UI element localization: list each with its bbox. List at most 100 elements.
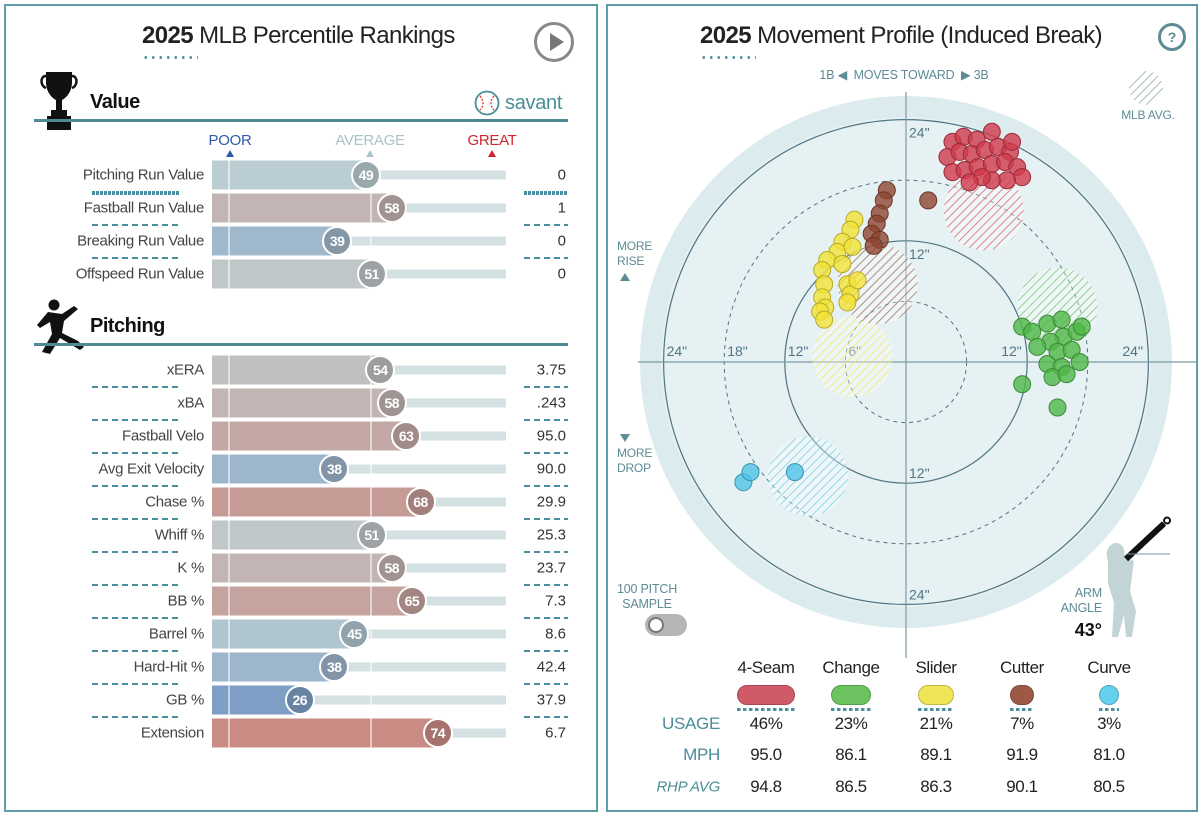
metric-label: K % <box>177 559 204 577</box>
arrow-right-icon: ▶ <box>960 68 971 82</box>
legend-poor-triangle-icon <box>226 150 234 157</box>
metric-value: 95.0 <box>536 427 566 445</box>
percentile-badge: 58 <box>376 388 407 418</box>
grid-line <box>228 421 230 451</box>
pitch-point-change[interactable] <box>1072 317 1091 336</box>
pitch-name: Cutter <box>1000 658 1044 677</box>
pitch-point-slider[interactable] <box>838 293 857 312</box>
play-circle-icon[interactable] <box>534 22 574 62</box>
pitch-mph: 95.0 <box>750 745 782 764</box>
metric-value: 42.4 <box>536 658 566 676</box>
percentile-bar <box>212 259 376 289</box>
more-rise-label: MORE RISE <box>617 239 652 281</box>
usage-row-label: USAGE <box>661 714 720 733</box>
grid-line <box>370 685 372 715</box>
row-divider <box>92 257 180 259</box>
row-divider <box>524 224 568 226</box>
pitching-section-title: Pitching <box>90 315 165 337</box>
grid-line <box>370 226 372 256</box>
percentile-track <box>334 662 506 672</box>
percentile-track <box>437 728 506 738</box>
percentile-bar <box>212 355 385 385</box>
percentile-track <box>380 365 506 375</box>
pitch-usage: 3% <box>1097 714 1121 733</box>
usage-bar <box>831 708 871 711</box>
percentile-bar <box>212 586 416 616</box>
pitch-rhp_avg: 86.5 <box>835 777 867 796</box>
metric-value: .243 <box>536 394 566 412</box>
grid-line <box>228 355 230 385</box>
percentile-bar <box>212 421 411 451</box>
metric-label: Offspeed Run Value <box>75 265 205 283</box>
pitch-point-4-seam[interactable] <box>1013 168 1032 187</box>
pitch-name: Change <box>822 658 880 677</box>
savant-logo[interactable]: savant <box>474 90 562 116</box>
pitch-point-change[interactable] <box>1052 310 1071 329</box>
pitch-point-4-seam[interactable] <box>998 171 1016 190</box>
usage-bar <box>1010 708 1034 711</box>
pitch-usage: 46% <box>749 714 783 733</box>
row-divider <box>524 257 568 259</box>
metric-label: Avg Exit Velocity <box>98 460 204 478</box>
pitch-point-4-seam[interactable] <box>982 122 1001 141</box>
more-drop-label: MORE DROP <box>617 434 652 476</box>
pitch-point-cutter[interactable] <box>919 191 938 210</box>
pitch-name: 4-Seam <box>737 658 795 677</box>
row-divider <box>92 191 180 195</box>
pitch-point-curve[interactable] <box>785 463 804 482</box>
grid-line <box>228 226 230 256</box>
metric-value: 37.9 <box>536 691 566 709</box>
metric-label: Extension <box>140 724 204 742</box>
metric-label: Hard-Hit % <box>133 658 205 676</box>
row-divider <box>524 551 568 553</box>
metric-value: 0 <box>557 232 566 250</box>
pitch-point-4-seam[interactable] <box>1003 132 1022 151</box>
pitch-point-cutter[interactable] <box>864 236 883 255</box>
grid-line <box>370 454 372 484</box>
pitch-point-change[interactable] <box>1013 375 1032 394</box>
pitch-point-change[interactable] <box>1028 337 1047 356</box>
pitch-mph: 81.0 <box>1093 745 1125 764</box>
ring-label: 24" <box>1122 343 1143 359</box>
percentile-track <box>299 695 506 705</box>
pitch-rhp_avg: 94.8 <box>750 777 782 796</box>
metric-value: 1 <box>557 199 566 217</box>
pitch-rhp_avg: 90.1 <box>1006 777 1038 796</box>
pitch-point-slider[interactable] <box>815 310 834 329</box>
percentile-track <box>334 464 506 474</box>
title-underline <box>700 56 756 59</box>
usage-bar <box>918 708 954 711</box>
pitch-point-slider[interactable] <box>843 237 862 256</box>
metric-value: 7.3 <box>545 592 566 610</box>
percentile-badge: 26 <box>284 685 315 715</box>
pitch-point-change[interactable] <box>1057 365 1076 384</box>
pitch-point-change[interactable] <box>1023 322 1042 341</box>
pitch-color-swatch <box>1010 685 1034 705</box>
pitch-rhp_avg: 80.5 <box>1093 777 1125 796</box>
grid-line <box>228 454 230 484</box>
pitch-point-curve[interactable] <box>741 463 760 482</box>
percentile-badge: 39 <box>322 226 353 256</box>
pitch-point-change[interactable] <box>1070 353 1089 371</box>
row-divider <box>92 650 180 652</box>
pitch-point-4-seam[interactable] <box>960 173 979 192</box>
value-section-rule <box>34 119 568 122</box>
percentile-bar <box>212 619 359 649</box>
ring-label: 12" <box>788 343 809 359</box>
percentile-bar <box>212 520 376 550</box>
legend-great: GREAT <box>467 132 517 149</box>
pitch-color-swatch <box>831 685 871 705</box>
percentile-badge: 63 <box>391 421 422 451</box>
percentile-track <box>371 269 506 279</box>
pitch-point-slider[interactable] <box>833 255 852 274</box>
pitch-point-slider[interactable] <box>848 271 867 290</box>
pitch-point-change[interactable] <box>1048 398 1067 417</box>
pitch-sample-toggle[interactable] <box>645 614 687 636</box>
legend-poor: POOR <box>208 132 252 149</box>
pitch-color-swatch <box>737 685 795 705</box>
title-underline <box>142 56 198 59</box>
metric-label: GB % <box>166 691 204 709</box>
legend-average: AVERAGE <box>335 132 405 149</box>
row-divider <box>92 224 180 226</box>
question-circle-icon[interactable]: ? <box>1158 23 1186 51</box>
